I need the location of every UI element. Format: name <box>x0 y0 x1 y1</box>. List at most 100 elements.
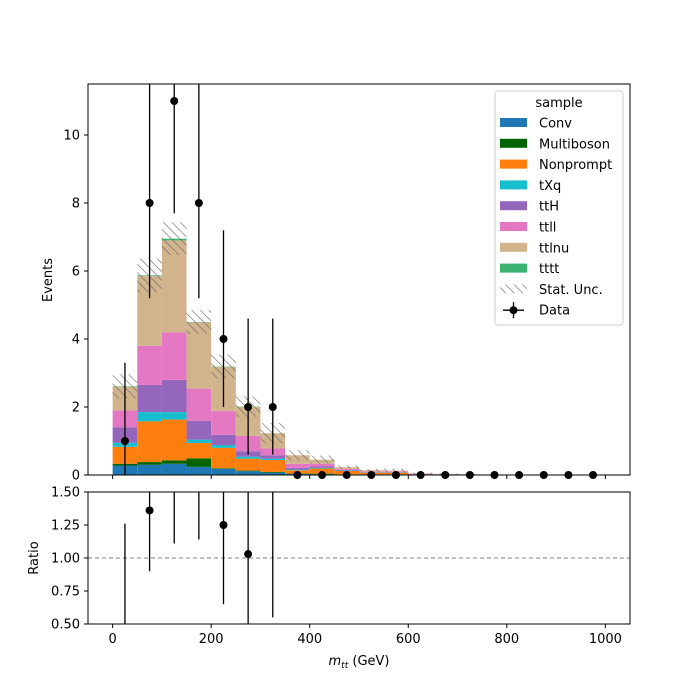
bar-txq-bin-3 <box>186 439 212 444</box>
legend-swatch-ttlnu <box>500 242 527 252</box>
stat-unc-bin-3 <box>186 310 212 334</box>
legend-swatch-nonprompt <box>500 159 527 169</box>
bar-multiboson-bin-6 <box>260 471 286 473</box>
x-axis-label-unit: (GeV) <box>348 654 389 669</box>
stat-unc-bin-11 <box>383 468 409 473</box>
ratio-ytick-label-2: 1.00 <box>51 552 80 567</box>
ratio-points <box>124 492 274 624</box>
data-point-6 <box>268 403 277 411</box>
ratio-point-1 <box>145 506 154 515</box>
ratio-xtick-label-4: 800 <box>494 632 519 647</box>
legend-swatch-txq <box>500 180 527 190</box>
legend-swatch-stat-unc <box>500 284 527 294</box>
ratio-xtick-label-3: 600 <box>396 632 421 647</box>
x-axis-label: mtt (GeV) <box>329 654 390 671</box>
ratio-xtick-label-2: 400 <box>297 632 322 647</box>
main-ytick-label-4: 8 <box>72 197 80 212</box>
main-ytick-label-1: 2 <box>72 401 80 416</box>
legend-label-stat-unc: Stat. Unc. <box>539 283 603 298</box>
legend-swatch-conv <box>500 118 527 127</box>
ratio-ytick-label-1: 0.75 <box>51 585 80 600</box>
bar-tth-bin-1 <box>137 384 162 413</box>
data-point-0 <box>120 437 129 445</box>
bar-ttll-bin-1 <box>137 345 162 385</box>
bar-nonprompt-bin-2 <box>161 419 187 461</box>
stat-unc-bin-10 <box>359 468 384 472</box>
bar-ttll-bin-3 <box>186 388 212 421</box>
bar-multiboson-bin-1 <box>137 462 162 465</box>
bar-nonprompt-bin-1 <box>137 421 162 463</box>
bar-ttll-bin-8 <box>309 463 335 467</box>
bar-ttll-bin-9 <box>334 468 359 470</box>
bar-txq-bin-2 <box>161 412 187 420</box>
legend: sample Conv Multiboson Nonprompt tXq ttH ttll… <box>494 90 624 326</box>
legend-swatch-tttt <box>500 263 527 273</box>
bar-nonprompt-bin-6 <box>260 460 286 472</box>
main-y-axis-label: Events <box>41 258 56 302</box>
legend-title: sample <box>535 96 582 111</box>
legend-data-marker <box>509 306 518 315</box>
bar-txq-bin-4 <box>211 445 236 448</box>
main-y-axis-ticks: 0 2 4 6 8 10 <box>63 129 88 484</box>
bar-ttll-bin-4 <box>211 411 236 435</box>
main-ytick-label-0: 0 <box>72 469 80 484</box>
bar-ttll-bin-2 <box>161 332 187 380</box>
data-point-1 <box>145 199 154 207</box>
legend-swatch-tth <box>500 201 527 211</box>
stat-unc-bin-7 <box>285 450 310 461</box>
bar-ttlnu-bin-2 <box>161 240 187 333</box>
legend-label-ttlnu: ttlnu <box>539 241 569 256</box>
main-ytick-label-2: 4 <box>72 333 80 348</box>
data-point-5 <box>244 403 253 411</box>
legend-label-ttll: ttll <box>539 221 556 236</box>
bar-txq-bin-5 <box>235 456 261 459</box>
bar-tth-bin-9 <box>334 469 359 471</box>
ratio-y-axis-label: Ratio <box>27 541 42 574</box>
bar-txq-bin-8 <box>309 467 335 469</box>
bar-tth-bin-4 <box>211 434 236 446</box>
ratio-axes-frame <box>87 491 631 625</box>
legend-label-nonprompt: Nonprompt <box>539 158 612 173</box>
bar-multiboson-bin-3 <box>186 458 212 467</box>
main-plot: 0 2 4 6 8 10 Events <box>41 83 631 484</box>
bar-multiboson-bin-2 <box>161 460 187 464</box>
main-x-axis-ticks <box>112 475 606 479</box>
legend-label-data: Data <box>539 304 570 319</box>
legend-label-tttt: tttt <box>539 262 559 277</box>
ratio-xtick-label-0: 0 <box>108 632 116 647</box>
legend-swatch-multiboson <box>500 138 527 148</box>
legend-label-multiboson: Multiboson <box>539 137 610 152</box>
stat-unc-bin-9 <box>334 465 359 469</box>
bar-tth-bin-7 <box>285 467 310 470</box>
ratio-xtick-label-5: 1000 <box>589 632 622 647</box>
main-axes-frame <box>87 83 631 476</box>
ratio-ytick-label-0: 0.50 <box>51 618 80 633</box>
bar-conv-bin-5 <box>235 471 261 475</box>
ratio-y-axis-ticks: 0.50 0.75 1.00 1.25 1.50 <box>51 486 88 633</box>
bar-nonprompt-bin-5 <box>235 458 261 471</box>
stat-unc-bin-2 <box>161 222 187 256</box>
legend-label-tth: ttH <box>539 200 559 215</box>
main-ytick-label-5: 10 <box>63 129 80 144</box>
bar-conv-bin-4 <box>211 468 236 475</box>
legend-label-txq: tXq <box>539 179 561 194</box>
data-point-2 <box>170 97 179 105</box>
ratio-point-5 <box>244 550 253 559</box>
bar-tth-bin-3 <box>186 420 212 440</box>
bar-multiboson-bin-4 <box>211 468 236 469</box>
bar-nonprompt-bin-4 <box>211 447 236 469</box>
main-ytick-label-3: 6 <box>72 265 80 280</box>
data-point-4 <box>219 335 228 343</box>
bar-tth-bin-6 <box>260 455 286 459</box>
bar-nonprompt-bin-3 <box>186 443 212 459</box>
bar-tth-bin-8 <box>309 466 335 468</box>
legend-label-conv: Conv <box>539 117 572 132</box>
bar-ttll-bin-7 <box>285 463 310 468</box>
ratio-ytick-label-3: 1.25 <box>51 519 80 534</box>
bar-conv-bin-6 <box>260 472 286 475</box>
bar-tth-bin-2 <box>161 379 187 413</box>
bar-txq-bin-1 <box>137 412 162 422</box>
ratio-plot: 0.50 0.75 1.00 1.25 1.50 0 200 400 600 800 1000 R… <box>27 486 631 671</box>
ratio-xtick-label-1: 200 <box>199 632 224 647</box>
